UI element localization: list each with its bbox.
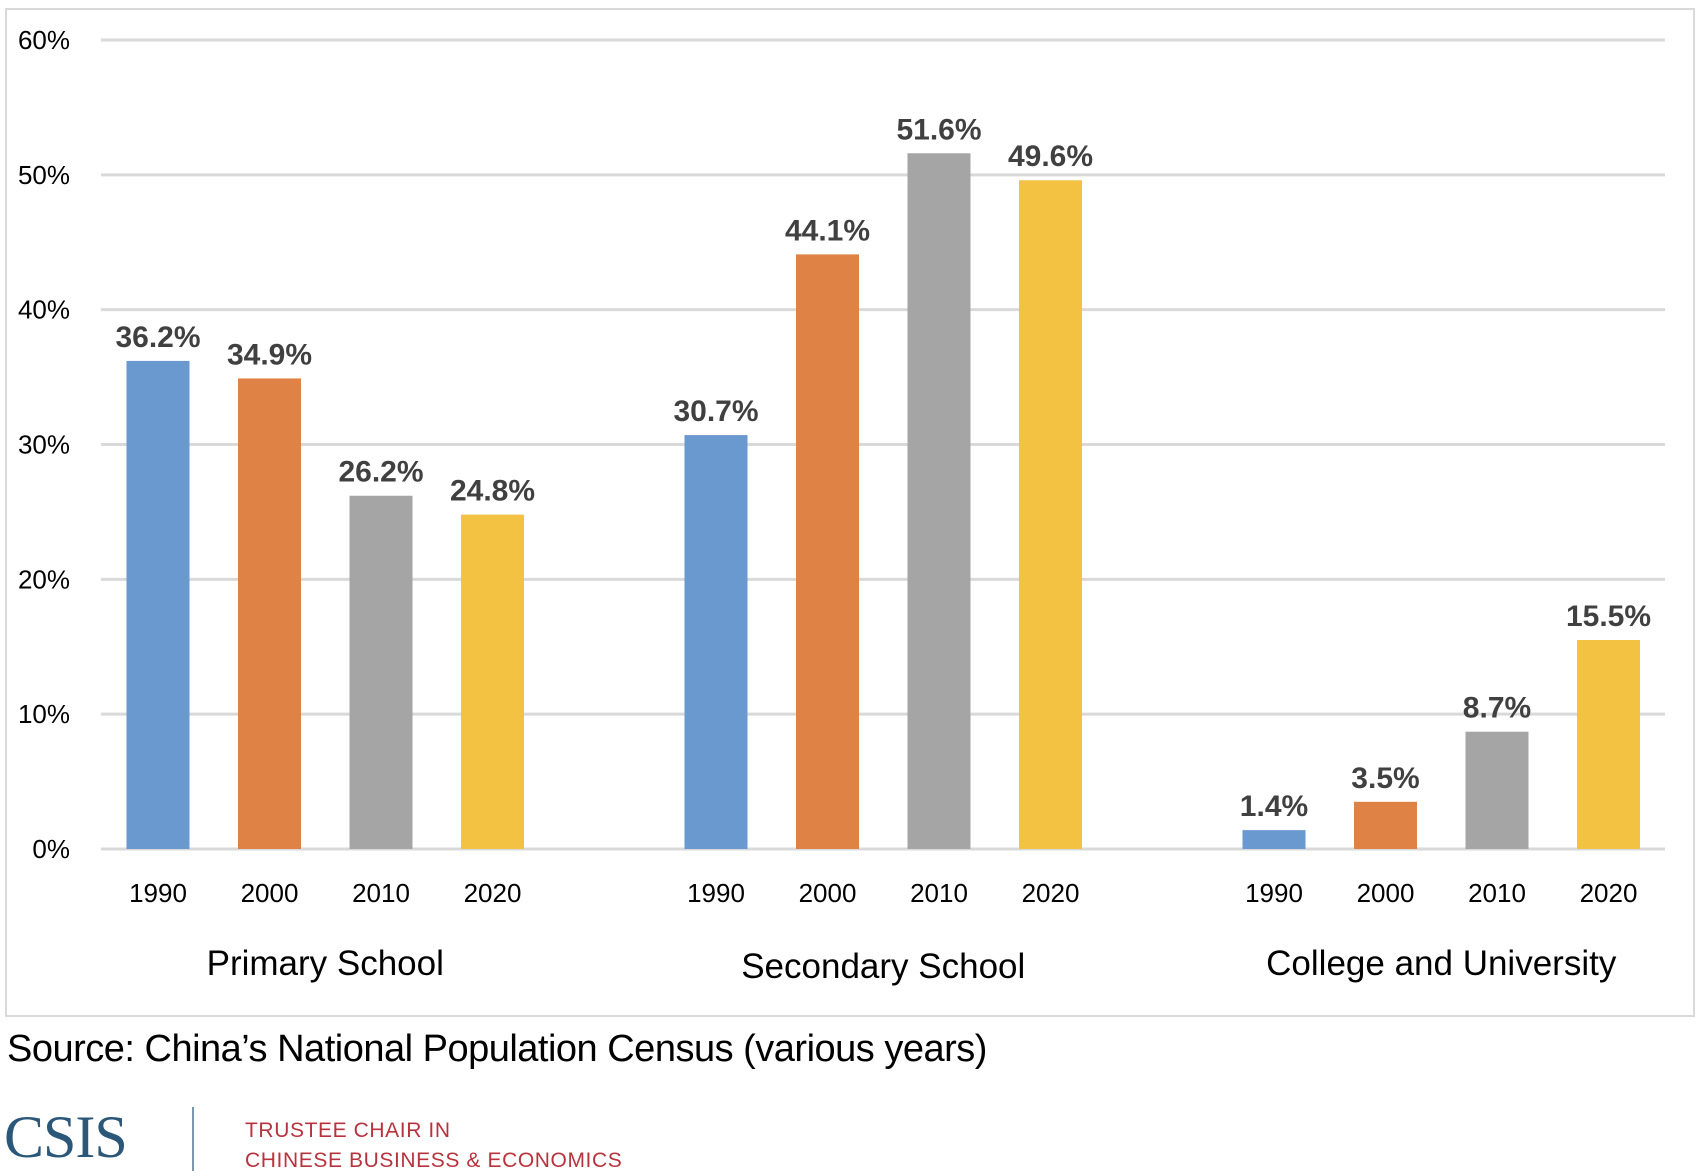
bar-primary-school-1990 — [126, 360, 190, 849]
bar-college-and-university-2000 — [1354, 801, 1417, 849]
y-tick-label: 30% — [18, 430, 70, 460]
x-tick-label: 2010 — [352, 878, 410, 908]
x-tick-label: 2020 — [1022, 878, 1080, 908]
x-tick-label: 1990 — [129, 878, 187, 908]
y-tick-label: 60% — [18, 25, 70, 55]
bar-college-and-university-1990 — [1242, 830, 1306, 849]
y-tick-label: 20% — [18, 564, 70, 594]
source-note: Source: China’s National Population Cens… — [7, 1028, 987, 1070]
bar-primary-school-2000 — [238, 378, 301, 849]
x-tick-label: 1990 — [687, 878, 745, 908]
data-label: 8.7% — [1463, 692, 1531, 725]
bar-secondary-school-2000 — [796, 254, 859, 849]
bar-primary-school-2020 — [461, 514, 524, 849]
group-labels: Primary School Secondary School College an… — [207, 944, 1617, 986]
data-label: 24.8% — [450, 475, 535, 508]
x-tick-label: 2010 — [1468, 878, 1526, 908]
group-label: Primary School — [207, 944, 444, 983]
x-tick-label: 2000 — [1357, 878, 1415, 908]
y-tick-label: 10% — [18, 699, 70, 729]
y-tick-label: 50% — [18, 160, 70, 190]
x-tick-label: 2010 — [910, 878, 968, 908]
data-label: 34.9% — [227, 338, 312, 371]
data-label: 3.5% — [1351, 762, 1419, 795]
footer-org-line-2: CHINESE BUSINESS & ECONOMICS — [245, 1149, 623, 1172]
group-label: College and University — [1266, 944, 1617, 983]
x-tick-label: 1990 — [1245, 878, 1303, 908]
data-labels: 36.2% 34.9% 26.2% 24.8% 30.7% 44.1% 51.6% 49.6%… — [115, 113, 1651, 823]
bars — [126, 153, 1640, 849]
data-label: 49.6% — [1008, 140, 1093, 173]
data-label: 26.2% — [338, 456, 423, 489]
data-label: 30.7% — [673, 395, 758, 428]
x-tick-label: 2020 — [1580, 878, 1638, 908]
data-label: 51.6% — [896, 113, 981, 146]
x-tick-label: 2020 — [464, 878, 522, 908]
bar-primary-school-2010 — [349, 495, 413, 849]
footer-org-line-1: TRUSTEE CHAIR IN — [245, 1119, 451, 1142]
bar-secondary-school-1990 — [684, 435, 748, 849]
y-tick-label: 40% — [18, 295, 70, 325]
group-label: Secondary School — [741, 947, 1025, 986]
gridlines — [101, 38, 1665, 851]
footer-org-name: TRUSTEE CHAIR IN CHINESE BUSINESS & ECON… — [245, 1116, 622, 1176]
data-label: 44.1% — [785, 214, 870, 247]
data-label: 36.2% — [115, 321, 200, 354]
y-tick-label: 0% — [32, 834, 70, 864]
y-axis-ticks: 0% 10% 20% 30% 40% 50% 60% — [18, 25, 70, 864]
bar-college-and-university-2020 — [1577, 640, 1640, 849]
bar-secondary-school-2020 — [1019, 180, 1082, 849]
x-tick-label: 2000 — [799, 878, 857, 908]
data-label: 15.5% — [1566, 600, 1651, 633]
footer-divider — [192, 1107, 194, 1171]
bar-college-and-university-2010 — [1465, 731, 1529, 849]
data-label: 1.4% — [1240, 790, 1308, 823]
x-tick-label: 2000 — [241, 878, 299, 908]
csis-logo: CSIS — [4, 1104, 128, 1170]
x-axis-ticks: 1990 2000 2010 2020 1990 2000 2010 2020 1990 2000… — [129, 878, 1637, 908]
bar-secondary-school-2010 — [907, 153, 971, 849]
